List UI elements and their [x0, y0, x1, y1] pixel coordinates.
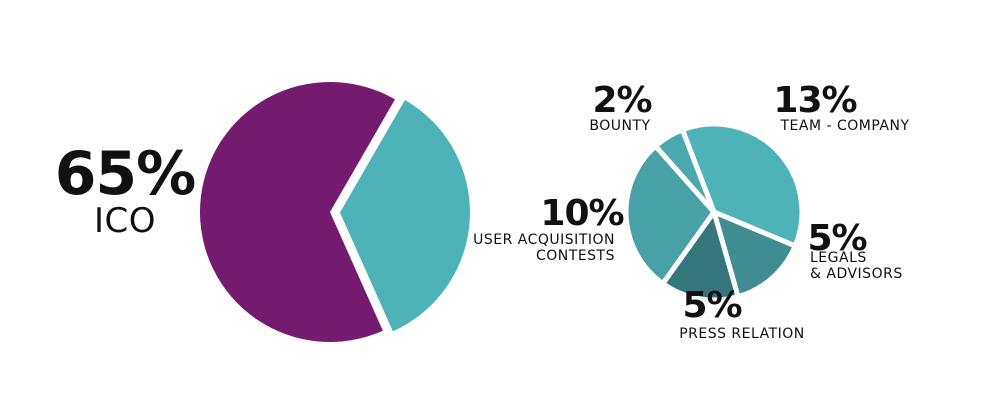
value-label: 65%: [54, 139, 197, 209]
value-label: 5%: [807, 218, 867, 259]
category-label: PRESS RELATION: [679, 326, 805, 342]
pie-slice: [623, 143, 717, 287]
value-label: 5%: [682, 285, 742, 326]
category-label: USER ACQUISITION CONTESTS: [473, 232, 615, 265]
category-label: TEAM - COMPANY: [780, 118, 910, 134]
pie-slice: [339, 99, 470, 332]
category-label: ICO: [93, 201, 157, 241]
pie-slice: [679, 121, 805, 249]
category-label: LEGALS & ADVISORS: [810, 250, 903, 283]
value-label: 10%: [540, 193, 624, 234]
pie-slice: [660, 209, 741, 303]
value-label: 2%: [592, 80, 652, 121]
pie-slice: [653, 127, 717, 215]
category-label: BOUNTY: [589, 118, 651, 134]
pie-slice: [199, 81, 395, 342]
value-label: 13%: [773, 80, 857, 121]
